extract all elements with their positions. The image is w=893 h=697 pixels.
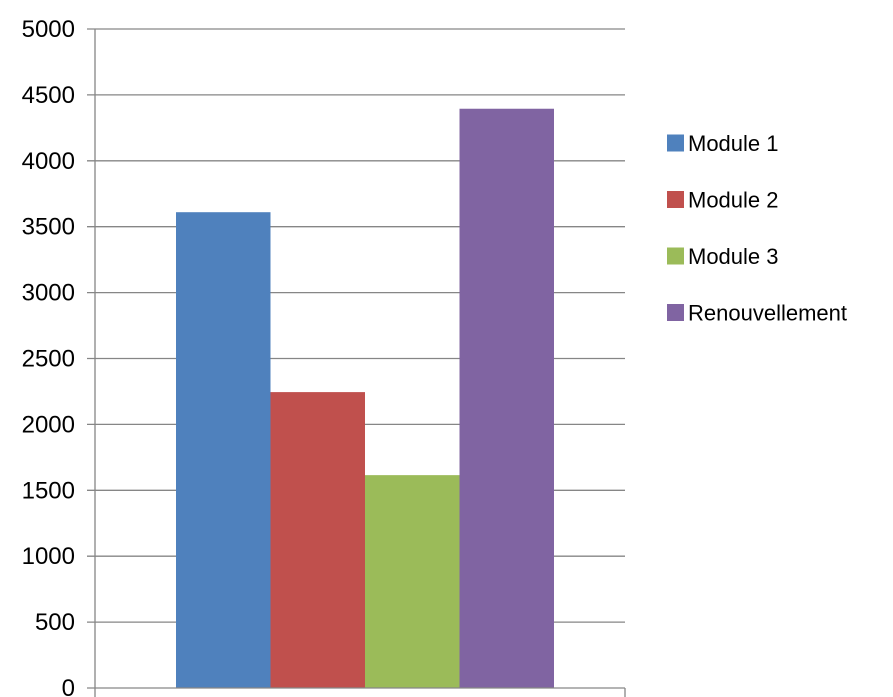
axes (87, 29, 626, 697)
bars (176, 108, 554, 688)
y-tick-label: 4000 (22, 148, 75, 175)
y-tick-label: 2000 (22, 411, 75, 438)
legend-swatch (667, 247, 684, 265)
y-axis-tick-labels: 0 500 1000 1500 2000 2500 3000 3500 4000 4500 5000 (22, 16, 75, 697)
y-tick-label: 0 (62, 675, 75, 697)
legend-swatch (667, 191, 684, 208)
legend-label: Renouvellement (688, 301, 847, 326)
y-tick-label: 3500 (22, 214, 75, 241)
legend-label: Module 3 (688, 244, 779, 269)
y-tick-label: 2500 (22, 346, 75, 373)
y-tick-label: 3000 (22, 280, 75, 307)
bar-module-2 (270, 392, 365, 688)
y-tick-label: 1000 (22, 543, 75, 570)
bar-module-1 (176, 212, 271, 688)
legend: Module 1 Module 2 Module 3 Renouvellement (667, 131, 847, 326)
y-tick-label: 500 (35, 609, 75, 636)
bar-renouvellement (459, 108, 554, 688)
bar-module-3 (365, 475, 460, 688)
y-tick-label: 1500 (22, 477, 75, 504)
legend-swatch (667, 134, 684, 152)
y-tick-label: 5000 (22, 16, 75, 43)
legend-swatch (667, 304, 684, 321)
legend-label: Module 2 (688, 188, 779, 213)
legend-label: Module 1 (688, 131, 779, 156)
y-tick-label: 4500 (22, 82, 75, 109)
